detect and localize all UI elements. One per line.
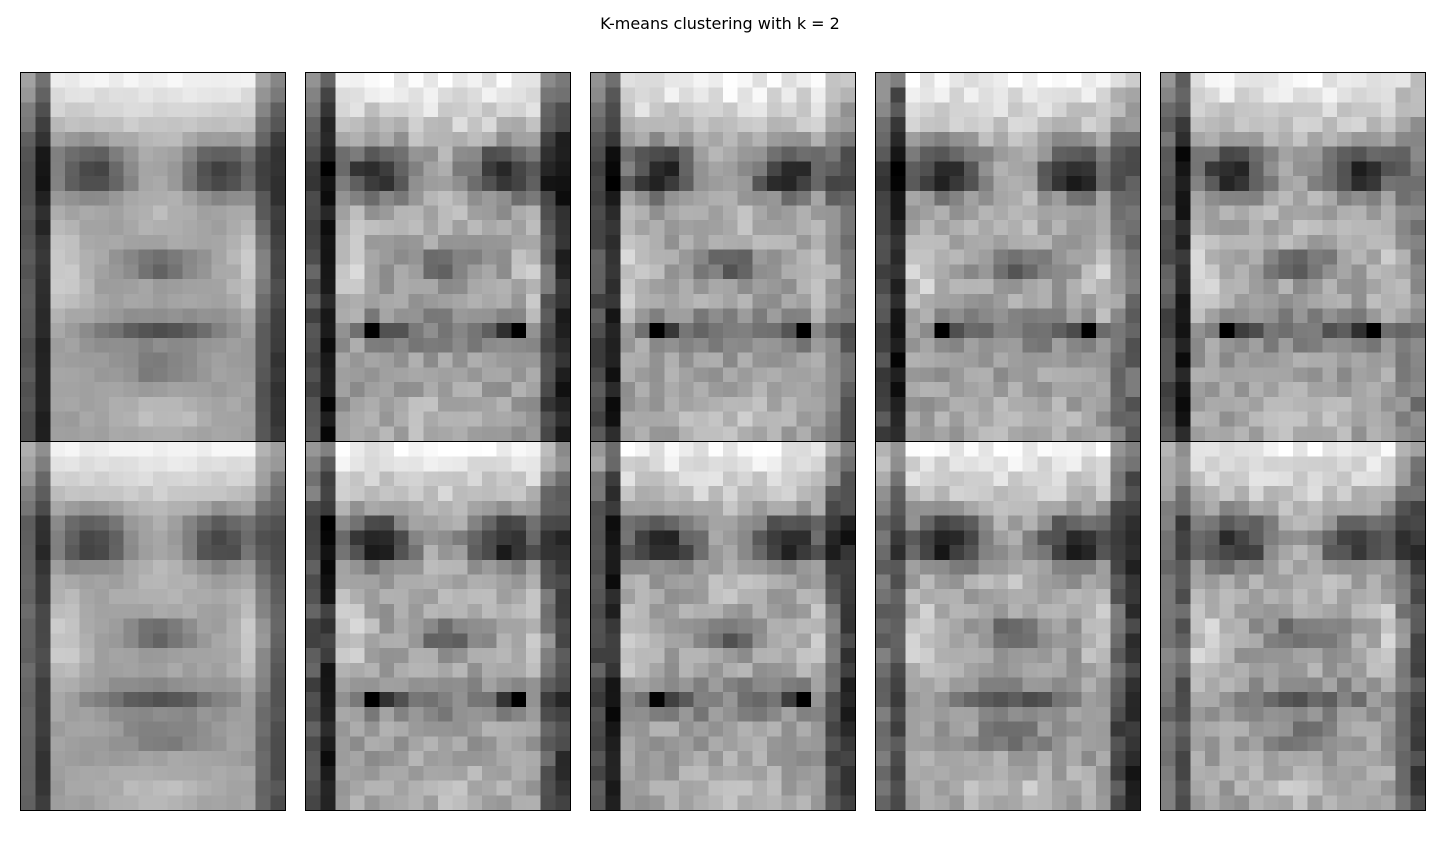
face-image-3 <box>590 72 856 442</box>
face-image-9 <box>875 441 1141 811</box>
face-image-7 <box>305 441 571 811</box>
face-image-6 <box>20 441 286 811</box>
figure-title: K-means clustering with k = 2 <box>600 14 840 33</box>
face-image-10 <box>1160 441 1426 811</box>
face-image-2 <box>305 72 571 442</box>
face-image-5 <box>1160 72 1426 442</box>
face-image-1 <box>20 72 286 442</box>
face-image-4 <box>875 72 1141 442</box>
face-image-8 <box>590 441 856 811</box>
